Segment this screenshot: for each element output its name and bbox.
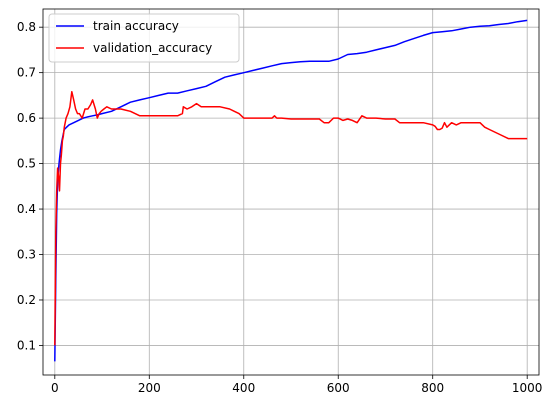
- legend-box: [48, 13, 240, 63]
- x-tick-label: 800: [421, 381, 444, 395]
- y-tick-label: 0.5: [17, 157, 36, 171]
- y-tick-label: 0.8: [17, 20, 36, 34]
- x-tick-label: 200: [138, 381, 161, 395]
- legend-label-validation-accuracy: validation_accuracy: [93, 41, 212, 55]
- y-tick-label: 0.7: [17, 66, 36, 80]
- series-line-validation-accuracy: [54, 90, 528, 346]
- y-tick-label: 0.3: [17, 248, 36, 262]
- plot-area: [43, 9, 539, 375]
- y-tick-label: 0.4: [17, 202, 36, 216]
- y-tick-label: 0.1: [17, 338, 36, 352]
- x-axis-ticks: 0 200 400 600 800 1000: [51, 375, 542, 395]
- series-line-train-accuracy: [54, 19, 528, 362]
- series-layer: [54, 19, 528, 362]
- x-tick-label: 0: [51, 381, 59, 395]
- x-tick-label: 400: [232, 381, 255, 395]
- x-tick-label: 1000: [512, 381, 543, 395]
- y-axis-ticks: 0.1 0.2 0.3 0.4 0.5 0.6 0.7 0.8: [17, 20, 43, 352]
- grid-lines: [43, 9, 539, 375]
- plot-frame: [42, 8, 540, 376]
- y-tick-label: 0.2: [17, 293, 36, 307]
- x-tick-label: 600: [327, 381, 350, 395]
- y-tick-label: 0.6: [17, 111, 36, 125]
- legend-label-train-accuracy: train accuracy: [93, 19, 179, 33]
- legend: train accuracy validation_accuracy: [48, 13, 240, 63]
